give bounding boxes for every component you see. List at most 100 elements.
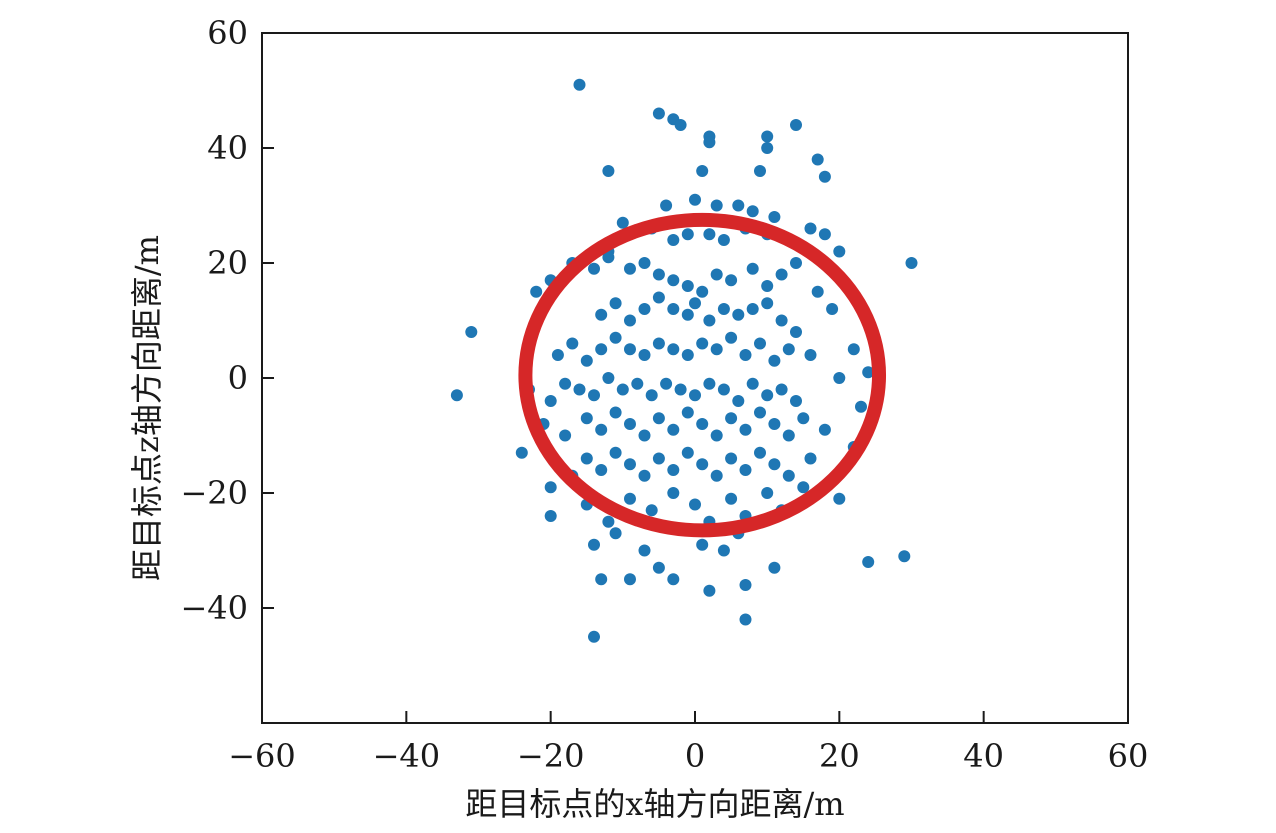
- data-point: [667, 423, 680, 436]
- data-point: [725, 452, 738, 465]
- y-axis-title: 距目标点z轴方向距离/m: [128, 235, 166, 581]
- data-point: [768, 211, 781, 223]
- data-point: [652, 452, 665, 465]
- data-point: [638, 544, 651, 557]
- data-point: [638, 429, 651, 442]
- ticks-layer: −60 −40 −20 0 20 40 60 −40 −20 0 20 40 60: [180, 14, 1148, 775]
- data-point: [595, 343, 608, 356]
- data-point: [624, 458, 636, 471]
- data-point: [746, 205, 759, 218]
- data-point: [681, 446, 694, 459]
- data-point: [602, 251, 615, 264]
- data-point: [710, 429, 723, 442]
- data-point: [754, 446, 766, 459]
- data-point: [544, 510, 557, 522]
- data-point: [761, 142, 774, 154]
- data-point: [681, 228, 694, 241]
- y-tick-label: 0: [228, 359, 248, 397]
- data-point: [703, 584, 716, 597]
- data-point: [588, 389, 600, 402]
- x-tick-label: −40: [373, 737, 441, 775]
- data-point: [515, 446, 528, 459]
- data-point: [595, 573, 608, 586]
- x-tick-label: 20: [819, 737, 860, 775]
- data-point: [559, 377, 572, 390]
- data-point: [804, 222, 817, 235]
- data-point: [717, 303, 730, 315]
- data-point: [746, 262, 759, 275]
- data-point: [761, 280, 774, 292]
- data-point: [674, 119, 687, 131]
- data-point: [739, 464, 752, 476]
- data-point: [768, 458, 781, 471]
- data-point: [717, 383, 730, 396]
- data-point: [681, 349, 694, 361]
- data-point: [696, 538, 709, 551]
- data-point: [667, 274, 680, 287]
- data-point: [811, 285, 824, 298]
- data-point: [645, 389, 658, 402]
- data-point: [696, 285, 709, 298]
- x-tick-label: −20: [517, 737, 585, 775]
- data-point: [710, 268, 723, 281]
- data-point: [624, 573, 636, 586]
- data-point: [602, 372, 615, 384]
- data-point: [696, 458, 709, 471]
- data-point: [652, 412, 665, 425]
- data-point: [595, 464, 608, 476]
- x-tick-label: −60: [228, 737, 296, 775]
- data-point: [790, 119, 802, 131]
- data-point: [652, 337, 665, 350]
- data-point: [725, 492, 738, 505]
- data-point: [811, 153, 824, 166]
- data-point: [530, 285, 543, 298]
- target-circle: [518, 212, 887, 538]
- data-point: [689, 498, 701, 511]
- data-point: [667, 303, 680, 315]
- data-point: [761, 297, 774, 310]
- data-point: [703, 314, 716, 327]
- data-point: [559, 429, 572, 442]
- data-point: [652, 291, 665, 304]
- data-point: [609, 446, 622, 459]
- data-point: [761, 389, 774, 402]
- data-point: [595, 308, 608, 321]
- data-point: [544, 395, 557, 407]
- data-point: [602, 515, 615, 528]
- data-point: [544, 481, 557, 494]
- data-point: [732, 395, 745, 407]
- data-point: [862, 556, 875, 568]
- data-point: [580, 452, 593, 465]
- data-point: [638, 349, 651, 361]
- data-point: [588, 262, 600, 275]
- data-point: [732, 308, 745, 321]
- data-point: [782, 429, 795, 442]
- data-point: [790, 395, 802, 407]
- data-point: [754, 337, 766, 350]
- data-point: [652, 268, 665, 281]
- data-point: [833, 245, 846, 258]
- data-point: [775, 314, 788, 327]
- data-point: [696, 418, 709, 430]
- data-point: [818, 228, 831, 241]
- y-tick-label: −20: [180, 474, 248, 512]
- data-point: [566, 337, 579, 350]
- data-point: [804, 452, 817, 465]
- data-point: [588, 630, 600, 643]
- x-tick-label: 40: [963, 737, 1004, 775]
- data-point: [616, 383, 629, 396]
- data-point: [689, 389, 701, 402]
- data-point: [782, 343, 795, 356]
- data-point: [905, 257, 918, 269]
- data-point: [833, 372, 846, 384]
- data-point: [790, 326, 802, 338]
- plot-frame: [261, 32, 1129, 724]
- data-point: [551, 349, 564, 361]
- data-point: [580, 412, 593, 425]
- data-point: [804, 349, 817, 361]
- data-point: [710, 343, 723, 356]
- data-point: [631, 377, 644, 390]
- data-point: [609, 331, 622, 344]
- data-point: [797, 412, 810, 425]
